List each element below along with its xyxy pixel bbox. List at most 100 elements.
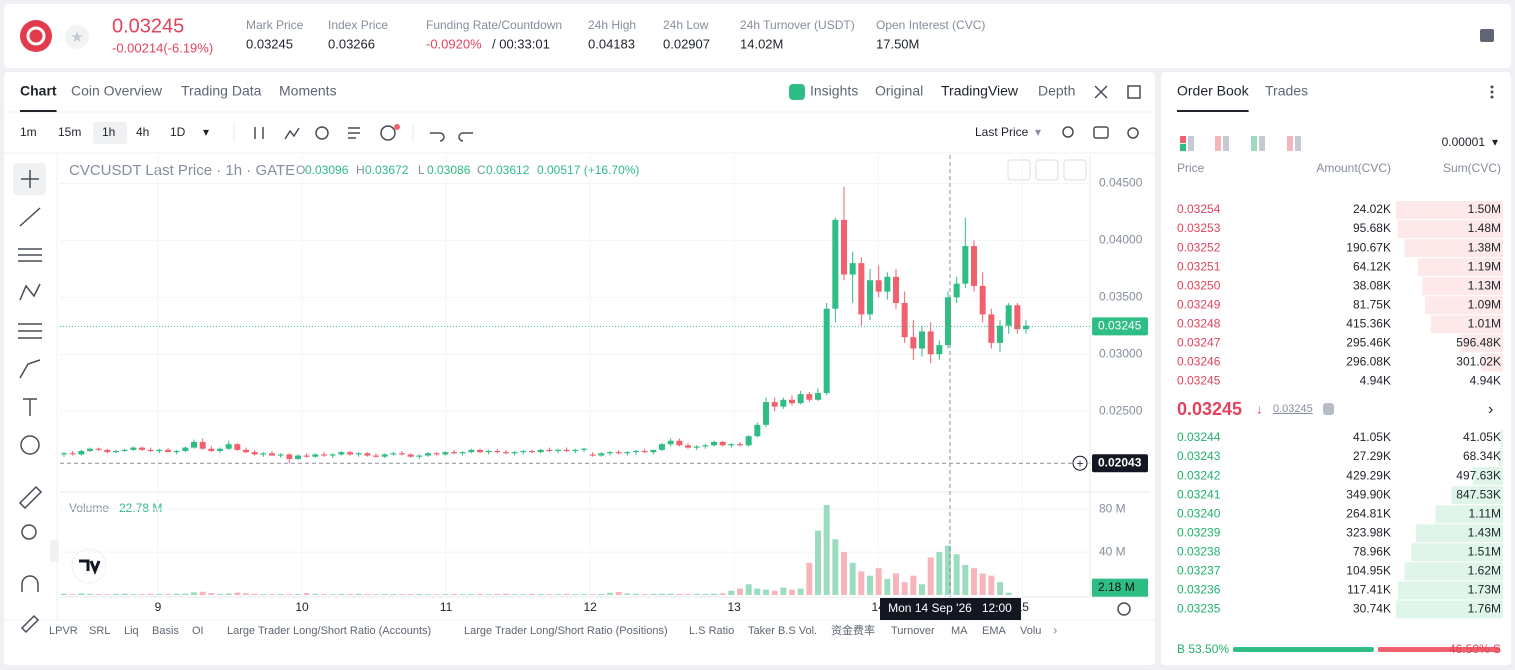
indicator[interactable]: Turnover [891,625,935,637]
settings-icon[interactable] [1117,602,1131,616]
indicator[interactable]: Volu [1020,625,1041,637]
book-price[interactable]: 0.03254 [1177,202,1221,216]
indicator[interactable]: EMA [982,625,1007,637]
gear-icon[interactable] [1127,127,1139,139]
camera-icon[interactable] [1093,126,1109,139]
channel-tool[interactable] [18,248,42,262]
book-price[interactable]: 0.03239 [1177,525,1221,539]
indicator[interactable]: Taker B.S Vol. [748,625,817,637]
book-price[interactable]: 0.03238 [1177,544,1221,558]
icon[interactable] [1180,136,1186,143]
tab[interactable]: Insights [810,83,858,99]
icon[interactable] [1295,136,1301,151]
template-icon[interactable] [348,127,360,139]
layout-btn[interactable] [1063,159,1087,181]
indicator[interactable]: LPVR [49,625,78,637]
book-price[interactable]: 0.03235 [1177,602,1221,616]
star-icon[interactable]: ★ [70,29,83,46]
interval[interactable]: 15m [58,125,81,139]
book-price[interactable]: 0.03236 [1177,583,1221,597]
zoom-tool[interactable] [21,524,37,540]
menu-dot[interactable] [1490,85,1494,89]
interval[interactable]: 4h [136,125,149,139]
book-price[interactable]: 0.03250 [1177,278,1221,292]
book-price[interactable]: 0.03246 [1177,355,1221,369]
interval[interactable]: 1D [170,125,186,139]
scroll-btn[interactable] [1007,159,1031,181]
icon[interactable] [1188,136,1194,151]
tab[interactable]: Coin Overview [71,83,163,99]
window-icon[interactable] [1127,85,1141,99]
redo-icon[interactable] [458,132,473,142]
caret[interactable]: ▾ [1035,125,1041,139]
pen-tool[interactable] [20,614,40,634]
header-icon[interactable] [1480,29,1494,42]
book-tab[interactable]: Trades [1265,83,1308,99]
indicator[interactable]: Liq [124,625,139,637]
indicator[interactable]: Large Trader Long/Short Ratio (Accounts) [227,625,431,637]
caret[interactable]: ▾ [1492,135,1498,149]
collapse-btn[interactable] [1035,159,1059,181]
tab[interactable]: Depth [1038,83,1075,99]
tab[interactable]: Moments [279,83,337,99]
book-price[interactable]: 0.03243 [1177,449,1221,463]
icon[interactable] [1180,144,1186,151]
book-tab[interactable]: Order Book [1177,83,1250,99]
book-price[interactable]: 0.03247 [1177,336,1221,350]
brush-tool[interactable] [19,359,41,379]
interval-active[interactable] [93,122,127,144]
fullscreen-icon[interactable] [1094,85,1108,99]
fib-tool[interactable] [18,323,42,339]
pattern-tool[interactable] [19,283,41,301]
tab[interactable]: TradingView [941,83,1019,99]
book-price[interactable]: 0.03241 [1177,487,1221,501]
book-price[interactable]: 0.03244 [1177,430,1221,444]
interval[interactable]: 1m [20,125,37,139]
book-price[interactable]: 0.03251 [1177,259,1221,273]
tab[interactable]: Chart [20,83,57,99]
tab[interactable]: Trading Data [181,83,262,99]
candle-icon[interactable] [254,127,264,139]
collapse-toggle[interactable] [50,540,59,562]
emoji-tool[interactable] [20,435,40,455]
indicator-icon[interactable] [284,127,300,140]
icon[interactable] [1259,136,1265,151]
indicator[interactable]: SRL [89,625,110,637]
book-price[interactable]: 0.03245 [1177,374,1221,388]
undo-icon[interactable] [430,132,445,142]
book-price[interactable]: 0.03249 [1177,297,1221,311]
icon[interactable] [1251,136,1257,151]
replay-icon[interactable] [315,126,329,140]
add-icon[interactable] [380,125,396,141]
indicator[interactable]: OI [192,625,204,637]
indicator[interactable]: 资金费率 [831,623,875,637]
indicator[interactable]: L.S Ratio [689,625,734,637]
book-price[interactable]: 0.03242 [1177,468,1221,482]
price-source[interactable]: Last Price [975,125,1029,139]
indicator[interactable]: MA [951,625,968,637]
caret[interactable]: ▾ [203,125,209,139]
menu-dot[interactable] [1490,90,1494,94]
crosshair-plus[interactable] [1072,455,1088,471]
magnet-tool[interactable] [21,575,39,592]
chevron[interactable]: › [1488,401,1493,418]
interval[interactable]: 1h [102,125,115,139]
indicator[interactable]: Basis [152,625,179,637]
book-price[interactable]: 0.03253 [1177,221,1221,235]
favorite[interactable] [65,25,89,49]
more-arrow[interactable]: › [1053,622,1057,637]
book-price[interactable]: 0.03240 [1177,506,1221,520]
tick-size[interactable]: 0.00001 [1442,135,1486,149]
tab[interactable]: Original [875,83,923,99]
text-tool[interactable] [23,398,37,416]
icon[interactable] [1223,136,1229,151]
icon[interactable] [1215,136,1221,151]
book-price[interactable]: 0.03237 [1177,564,1221,578]
line-tool[interactable] [19,207,41,227]
crosshair-tool[interactable] [21,170,39,188]
ruler-tool[interactable] [18,485,43,510]
book-price[interactable]: 0.03248 [1177,316,1221,330]
indicator[interactable]: Large Trader Long/Short Ratio (Positions… [464,625,668,637]
menu-dot[interactable] [1490,95,1494,99]
book-price[interactable]: 0.03252 [1177,240,1221,254]
